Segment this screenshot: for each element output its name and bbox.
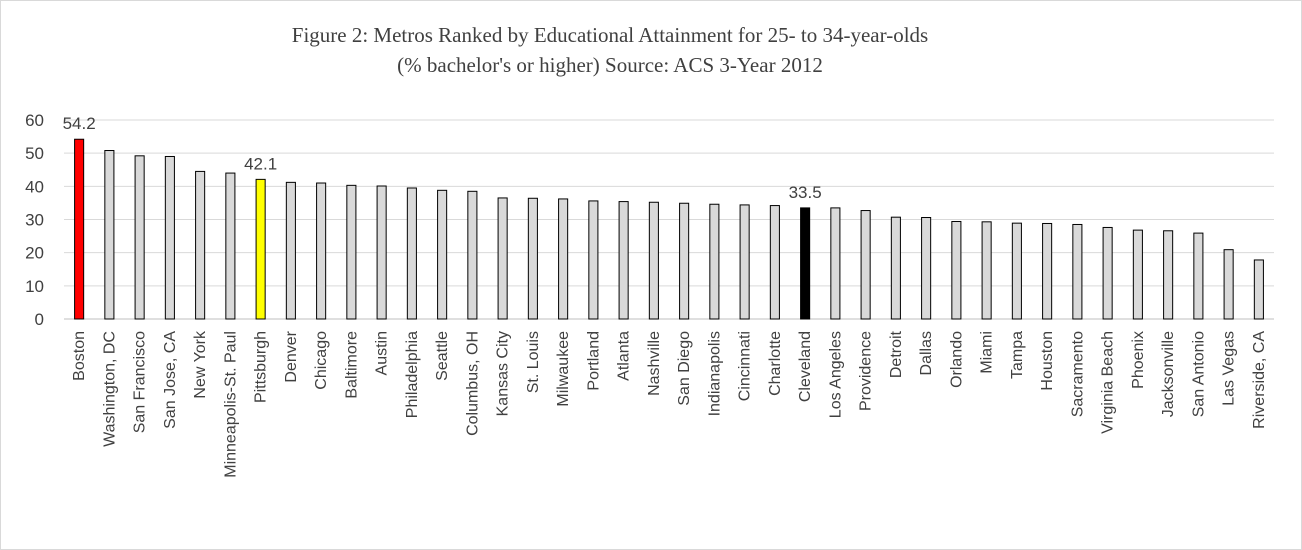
x-tick-label-atlanta: Atlanta — [616, 331, 633, 381]
x-tick-label-dallas: Dallas — [918, 331, 935, 375]
x-tick-label-miami: Miami — [979, 331, 996, 374]
x-tick-label-jacksonville: Jacksonville — [1160, 331, 1177, 417]
x-tick-label-kansas-city: Kansas City — [495, 331, 512, 416]
x-tick-label-san-francisco: San Francisco — [132, 331, 149, 433]
bar-san-diego — [679, 202, 690, 320]
bar-new-york — [195, 170, 206, 320]
x-tick-label-portland: Portland — [585, 331, 602, 391]
bar-portland — [588, 200, 599, 320]
x-tick-label-denver: Denver — [283, 330, 300, 382]
data-label-boston: 54.2 — [63, 114, 96, 133]
y-tick-label-0: 0 — [35, 310, 44, 329]
bar-charlotte — [769, 205, 780, 320]
bar-dallas — [921, 217, 932, 320]
bar-boston — [74, 138, 85, 320]
x-tick-label-milwaukee: Milwaukee — [555, 331, 572, 407]
y-tick-label-30: 30 — [25, 211, 44, 230]
bar-seattle — [437, 189, 448, 320]
x-tick-label-cleveland: Cleveland — [797, 331, 814, 402]
x-tick-label-houston: Houston — [1039, 331, 1056, 391]
bar-providence — [860, 210, 871, 320]
bar-las-vegas — [1223, 249, 1234, 320]
x-tick-label-st-louis: St. Louis — [525, 331, 542, 393]
x-tick-label-las-vegas: Las Vegas — [1221, 331, 1238, 406]
x-tick-label-washington-dc: Washington, DC — [101, 331, 118, 447]
x-tick-label-seattle: Seattle — [434, 331, 451, 381]
x-tick-label-san-antonio: San Antonio — [1190, 331, 1207, 417]
y-tick-label-20: 20 — [25, 244, 44, 263]
x-tick-label-phoenix: Phoenix — [1130, 331, 1147, 389]
x-tick-label-cincinnati: Cincinnati — [737, 331, 754, 401]
bar-milwaukee — [558, 198, 569, 320]
x-tick-label-indianapolis: Indianapolis — [706, 331, 723, 416]
bar-virginia-beach — [1102, 226, 1113, 320]
bar-nashville — [648, 201, 659, 320]
bar-phoenix — [1132, 229, 1143, 320]
x-tick-label-austin: Austin — [374, 331, 391, 375]
bar-baltimore — [346, 184, 357, 320]
bar-austin — [376, 185, 387, 320]
bar-los-angeles — [830, 207, 841, 320]
x-tick-label-chicago: Chicago — [313, 331, 330, 390]
x-tick-label-riverside-ca: Riverside, CA — [1251, 331, 1268, 429]
bar-san-antonio — [1193, 232, 1204, 320]
x-tick-label-san-diego: San Diego — [676, 331, 693, 406]
bar-miami — [981, 221, 992, 320]
chart-title-line-1: Figure 2: Metros Ranked by Educational A… — [291, 23, 929, 47]
bar-chicago — [316, 182, 327, 320]
bar-tampa — [1011, 222, 1022, 320]
chart-title: Figure 2: Metros Ranked by Educational A… — [60, 20, 1160, 80]
x-tick-label-virginia-beach: Virginia Beach — [1100, 331, 1117, 434]
x-tick-label-columbus-oh: Columbus, OH — [464, 331, 481, 436]
x-tick-label-nashville: Nashville — [646, 331, 663, 396]
x-tick-label-orlando: Orlando — [948, 331, 965, 388]
x-tick-label-baltimore: Baltimore — [343, 331, 360, 399]
bar-philadelphia — [406, 187, 417, 320]
x-tick-label-los-angeles: Los Angeles — [827, 331, 844, 418]
bar-columbus-oh — [467, 190, 478, 320]
bar-atlanta — [618, 201, 629, 320]
x-tick-label-new-york: New York — [192, 330, 209, 399]
bar-washington-dc — [104, 150, 115, 320]
x-tick-label-charlotte: Charlotte — [767, 331, 784, 396]
data-label-pittsburgh: 42.1 — [244, 154, 277, 173]
bar-detroit — [890, 216, 901, 320]
bar-denver — [285, 181, 296, 320]
y-tick-label-60: 60 — [25, 111, 44, 130]
bar-cleveland — [800, 207, 811, 320]
x-tick-label-providence: Providence — [858, 331, 875, 411]
bar-indianapolis — [709, 203, 720, 320]
bar-cincinnati — [739, 204, 750, 320]
x-tick-label-detroit: Detroit — [888, 330, 905, 378]
x-tick-label-pittsburgh: Pittsburgh — [253, 331, 270, 403]
y-tick-label-40: 40 — [25, 177, 44, 196]
x-tick-label-philadelphia: Philadelphia — [404, 331, 421, 418]
chart-title-line-2: (% bachelor's or higher) Source: ACS 3-Y… — [397, 53, 823, 77]
bar-minneapolis-st-paul — [225, 172, 236, 320]
x-tick-label-minneapolis-st-paul: Minneapolis-St. Paul — [222, 331, 239, 478]
bar-san-jose-ca — [164, 155, 175, 320]
bar-riverside-ca — [1253, 259, 1264, 320]
bar-houston — [1042, 222, 1053, 320]
bar-san-francisco — [134, 155, 145, 320]
bar-kansas-city — [497, 197, 508, 320]
x-tick-label-sacramento: Sacramento — [1069, 331, 1086, 417]
y-tick-label-10: 10 — [25, 277, 44, 296]
x-tick-label-tampa: Tampa — [1009, 331, 1026, 379]
data-label-cleveland: 33.5 — [789, 183, 822, 202]
bar-sacramento — [1072, 223, 1083, 320]
bar-pittsburgh — [255, 178, 266, 320]
bar-orlando — [951, 220, 962, 320]
y-tick-label-50: 50 — [25, 144, 44, 163]
x-tick-label-boston: Boston — [71, 331, 88, 381]
bar-st-louis — [527, 197, 538, 320]
x-tick-label-san-jose-ca: San Jose, CA — [162, 331, 179, 429]
bar-jacksonville — [1163, 230, 1174, 320]
